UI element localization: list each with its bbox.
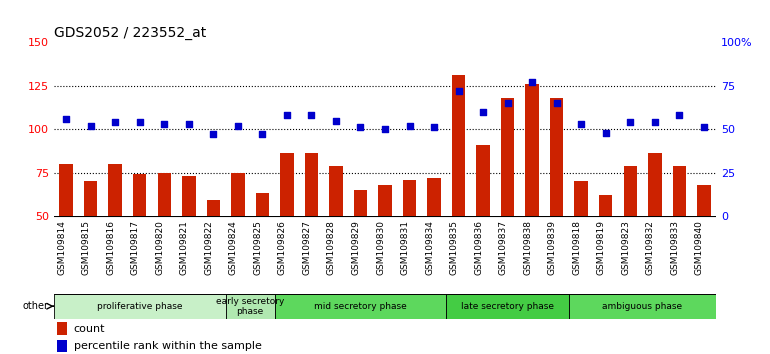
- Text: count: count: [74, 324, 105, 333]
- Text: GSM109827: GSM109827: [303, 220, 311, 275]
- Point: [501, 101, 514, 106]
- Text: GSM109819: GSM109819: [597, 220, 606, 275]
- Bar: [206, 200, 220, 303]
- Point: [182, 121, 195, 127]
- Bar: [84, 181, 98, 303]
- Text: GSM109833: GSM109833: [671, 220, 679, 275]
- Bar: [305, 154, 318, 303]
- Point: [207, 132, 219, 137]
- Text: GSM109831: GSM109831: [400, 220, 410, 275]
- Text: GSM109840: GSM109840: [695, 220, 704, 275]
- Text: ambiguous phase: ambiguous phase: [602, 302, 682, 311]
- Point: [281, 113, 293, 118]
- Bar: [569, 294, 716, 319]
- Text: GSM109836: GSM109836: [474, 220, 483, 275]
- Text: GSM109818: GSM109818: [572, 220, 581, 275]
- Point: [648, 119, 661, 125]
- Bar: [133, 174, 146, 303]
- Bar: [57, 340, 67, 352]
- Bar: [256, 193, 270, 303]
- Text: mid secretory phase: mid secretory phase: [314, 302, 407, 311]
- Bar: [477, 145, 490, 303]
- Point: [330, 118, 342, 124]
- Point: [477, 109, 489, 115]
- Point: [232, 123, 244, 129]
- Point: [354, 125, 367, 130]
- Text: GSM109830: GSM109830: [376, 220, 385, 275]
- Point: [133, 119, 146, 125]
- Text: GSM109817: GSM109817: [131, 220, 139, 275]
- Text: GSM109823: GSM109823: [621, 220, 631, 275]
- Bar: [697, 185, 711, 303]
- Point: [158, 121, 170, 127]
- Point: [428, 125, 440, 130]
- Bar: [378, 185, 392, 303]
- Text: GSM109838: GSM109838: [523, 220, 532, 275]
- Text: proliferative phase: proliferative phase: [97, 302, 182, 311]
- Text: late secretory phase: late secretory phase: [461, 302, 554, 311]
- Point: [109, 119, 122, 125]
- Text: GSM109814: GSM109814: [57, 220, 66, 275]
- Bar: [525, 84, 539, 303]
- Bar: [353, 190, 367, 303]
- Bar: [158, 172, 171, 303]
- Bar: [452, 75, 465, 303]
- Bar: [280, 154, 293, 303]
- Point: [575, 121, 588, 127]
- Bar: [599, 195, 612, 303]
- Bar: [330, 166, 343, 303]
- Bar: [182, 176, 196, 303]
- Text: GSM109828: GSM109828: [327, 220, 336, 275]
- Point: [379, 126, 391, 132]
- Point: [624, 119, 637, 125]
- Text: GSM109834: GSM109834: [425, 220, 434, 275]
- Point: [60, 116, 72, 122]
- Point: [551, 101, 563, 106]
- Bar: [427, 178, 440, 303]
- Bar: [275, 294, 447, 319]
- Bar: [672, 166, 686, 303]
- Text: GSM109839: GSM109839: [547, 220, 557, 275]
- Bar: [57, 322, 67, 335]
- Text: percentile rank within the sample: percentile rank within the sample: [74, 341, 262, 351]
- Text: GSM109825: GSM109825: [253, 220, 263, 275]
- Point: [453, 88, 465, 94]
- Text: GSM109821: GSM109821: [179, 220, 189, 275]
- Bar: [403, 179, 417, 303]
- Bar: [648, 154, 661, 303]
- Bar: [109, 164, 122, 303]
- Text: GSM109822: GSM109822: [204, 220, 213, 275]
- Text: early secretory
phase: early secretory phase: [216, 297, 284, 316]
- Bar: [59, 164, 73, 303]
- Text: GSM109824: GSM109824: [229, 220, 238, 275]
- Bar: [501, 98, 514, 303]
- Point: [698, 125, 710, 130]
- Bar: [624, 166, 637, 303]
- Point: [85, 123, 97, 129]
- Text: GSM109835: GSM109835: [450, 220, 459, 275]
- Point: [256, 132, 269, 137]
- Text: GSM109837: GSM109837: [499, 220, 507, 275]
- Text: other: other: [23, 301, 49, 311]
- Bar: [574, 181, 588, 303]
- Bar: [550, 98, 564, 303]
- Bar: [447, 294, 569, 319]
- Text: GSM109820: GSM109820: [156, 220, 164, 275]
- Point: [403, 123, 416, 129]
- Point: [526, 80, 538, 85]
- Point: [600, 130, 612, 136]
- Text: GSM109816: GSM109816: [106, 220, 115, 275]
- Point: [673, 113, 685, 118]
- Text: GDS2052 / 223552_at: GDS2052 / 223552_at: [54, 26, 206, 40]
- Text: GSM109832: GSM109832: [646, 220, 654, 275]
- Text: GSM109815: GSM109815: [82, 220, 91, 275]
- Bar: [226, 294, 275, 319]
- Bar: [54, 294, 226, 319]
- Point: [305, 113, 317, 118]
- Bar: [231, 172, 245, 303]
- Text: GSM109826: GSM109826: [278, 220, 287, 275]
- Text: GSM109829: GSM109829: [351, 220, 360, 275]
